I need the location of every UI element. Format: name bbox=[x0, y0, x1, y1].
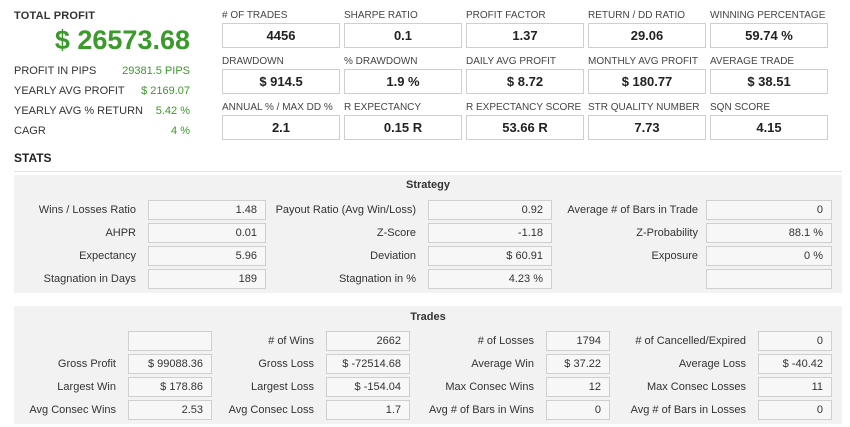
trade-value: 12 bbox=[546, 377, 610, 397]
trades-title: Trades bbox=[410, 311, 446, 323]
stat-label: Average # of Bars in Trade bbox=[567, 204, 698, 216]
metric-r-expectancy: R EXPECTANCY 0.15 R bbox=[344, 102, 462, 140]
metric-monthly-avg-profit: MONTHLY AVG PROFIT $ 180.77 bbox=[588, 56, 706, 94]
metric-sqn-score: SQN SCORE 4.15 bbox=[710, 102, 828, 140]
stat-value: 1.48 bbox=[148, 200, 266, 220]
trade-label: Gross Profit bbox=[57, 358, 116, 370]
trade-label: Largest Loss bbox=[251, 381, 314, 393]
stat-label: Expectancy bbox=[79, 250, 136, 262]
trade-label: Avg # of Bars in Wins bbox=[429, 404, 534, 416]
total-profit-label: TOTAL PROFIT bbox=[14, 10, 96, 22]
trade-value: $ -72514.68 bbox=[326, 354, 410, 374]
summary-row-pips: PROFIT IN PIPS 29381.5 PIPS bbox=[14, 65, 190, 77]
trade-label: Avg # of Bars in Losses bbox=[630, 404, 746, 416]
trade-value: $ 37.22 bbox=[546, 354, 610, 374]
trade-value: 2.53 bbox=[128, 400, 212, 420]
metric-daily-avg-profit: DAILY AVG PROFIT $ 8.72 bbox=[466, 56, 584, 94]
stat-label: Exposure bbox=[651, 250, 698, 262]
stat-label: Wins / Losses Ratio bbox=[38, 204, 136, 216]
trade-value: 0 bbox=[546, 400, 610, 420]
stat-value: 0 % bbox=[706, 246, 832, 266]
stats-divider bbox=[14, 171, 842, 172]
stat-label: Stagnation in % bbox=[338, 273, 416, 285]
stat-value: $ 60.91 bbox=[428, 246, 552, 266]
trade-value-empty bbox=[128, 331, 212, 351]
trade-label: Max Consec Wins bbox=[445, 381, 534, 393]
trade-label: # of Cancelled/Expired bbox=[635, 335, 746, 347]
stats-title: STATS bbox=[14, 151, 52, 165]
strategy-panel: Strategy Wins / Losses Ratio 1.48 Payout… bbox=[14, 175, 842, 293]
stat-label: AHPR bbox=[105, 227, 136, 239]
stat-value: 0.01 bbox=[148, 223, 266, 243]
trade-value: $ 99088.36 bbox=[128, 354, 212, 374]
trade-label: # of Wins bbox=[268, 335, 314, 347]
stat-value: 189 bbox=[148, 269, 266, 289]
metric-sharpe-ratio: SHARPE RATIO 0.1 bbox=[344, 10, 462, 48]
profit-summary: TOTAL PROFIT $ 26573.68 PROFIT IN PIPS 29… bbox=[14, 10, 190, 141]
metric-str-quality-number: STR QUALITY NUMBER 7.73 bbox=[588, 102, 706, 140]
trade-label: Max Consec Losses bbox=[646, 381, 746, 393]
stat-value: 4.23 % bbox=[428, 269, 552, 289]
trade-value: 1.7 bbox=[326, 400, 410, 420]
metric-drawdown: DRAWDOWN $ 914.5 bbox=[222, 56, 340, 94]
summary-row-yearly-avg-profit: YEARLY AVG PROFIT $ 2169.07 bbox=[14, 85, 190, 97]
trade-label: Average Loss bbox=[678, 358, 746, 370]
stat-label: Z-Score bbox=[376, 227, 416, 239]
trade-label: Avg Consec Loss bbox=[228, 404, 314, 416]
trade-value: 0 bbox=[758, 331, 832, 351]
summary-row-yearly-avg-return: YEARLY AVG % RETURN 5.42 % bbox=[14, 105, 190, 117]
metric-r-expectancy-score: R EXPECTANCY SCORE 53.66 R bbox=[466, 102, 584, 140]
metric-trades: # OF TRADES 4456 bbox=[222, 10, 340, 48]
total-profit-value: $ 26573.68 bbox=[54, 25, 190, 55]
trade-value: 11 bbox=[758, 377, 832, 397]
stat-value-empty bbox=[706, 269, 832, 289]
stat-value: 0 bbox=[706, 200, 832, 220]
stat-label: Payout Ratio (Avg Win/Loss) bbox=[275, 204, 416, 216]
stat-label: Deviation bbox=[370, 250, 416, 262]
trade-label: Avg Consec Wins bbox=[29, 404, 116, 416]
trade-value: $ 178.86 bbox=[128, 377, 212, 397]
stat-label: Stagnation in Days bbox=[43, 273, 136, 285]
trade-label: # of Losses bbox=[477, 335, 534, 347]
trades-panel: Trades # of Wins 2662 # of Losses 1794 #… bbox=[14, 306, 842, 424]
trade-value: 2662 bbox=[326, 331, 410, 351]
stat-value: 0.92 bbox=[428, 200, 552, 220]
stat-value: 88.1 % bbox=[706, 223, 832, 243]
metric-percent-drawdown: % DRAWDOWN 1.9 % bbox=[344, 56, 462, 94]
trade-label: Average Win bbox=[471, 358, 534, 370]
stat-value: -1.18 bbox=[428, 223, 552, 243]
trade-label: Largest Win bbox=[57, 381, 116, 393]
trade-value: 1794 bbox=[546, 331, 610, 351]
metric-profit-factor: PROFIT FACTOR 1.37 bbox=[466, 10, 584, 48]
trade-value: 0 bbox=[758, 400, 832, 420]
metric-winning-percentage: WINNING PERCENTAGE 59.74 % bbox=[710, 10, 828, 48]
metric-annual-max-dd: ANNUAL % / MAX DD % 2.1 bbox=[222, 102, 340, 140]
stat-label: Z-Probability bbox=[636, 227, 698, 239]
metric-average-trade: AVERAGE TRADE $ 38.51 bbox=[710, 56, 828, 94]
trade-value: $ -154.04 bbox=[326, 377, 410, 397]
summary-row-cagr: CAGR 4 % bbox=[14, 125, 190, 137]
strategy-title: Strategy bbox=[405, 179, 451, 191]
stat-value: 5.96 bbox=[148, 246, 266, 266]
trade-value: $ -40.42 bbox=[758, 354, 832, 374]
metric-return-dd-ratio: RETURN / DD RATIO 29.06 bbox=[588, 10, 706, 48]
trade-label: Gross Loss bbox=[258, 358, 314, 370]
